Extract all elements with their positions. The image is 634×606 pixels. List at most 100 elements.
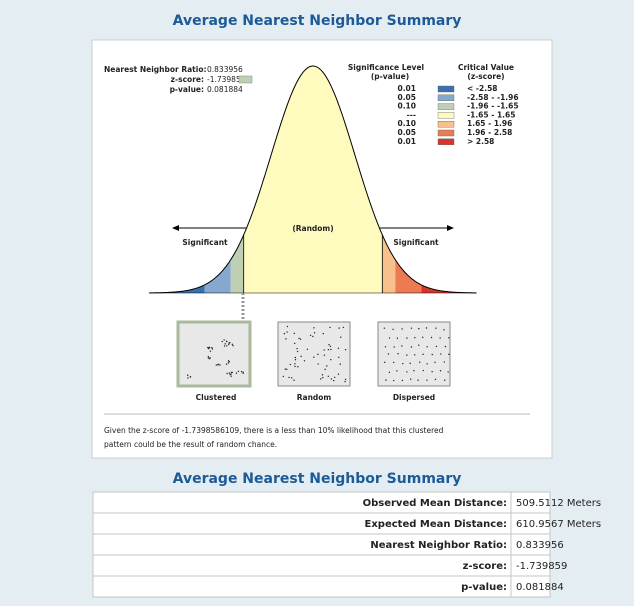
point	[414, 337, 415, 338]
point	[426, 379, 427, 380]
point	[393, 380, 394, 381]
point	[294, 333, 295, 334]
point	[295, 359, 296, 360]
legend-swatch	[438, 112, 454, 118]
point	[297, 366, 298, 367]
header-title: Average Nearest Neighbor Summary	[173, 13, 462, 29]
point	[294, 363, 295, 364]
point	[344, 381, 345, 382]
point	[313, 327, 314, 328]
point	[224, 345, 225, 346]
point	[402, 380, 403, 381]
point	[295, 357, 296, 358]
legend-z: > 2.58	[467, 137, 494, 146]
point	[389, 337, 390, 338]
point	[290, 364, 291, 365]
z-swatch	[239, 76, 252, 83]
summary-table: Observed Mean Distance:509.5112 MetersEx…	[93, 492, 601, 597]
point	[330, 359, 331, 360]
point	[216, 364, 217, 365]
point	[231, 372, 232, 373]
point	[343, 327, 344, 328]
legend-p: ---	[407, 110, 416, 119]
point	[298, 338, 299, 339]
point	[406, 354, 407, 355]
point	[283, 376, 284, 377]
table-title: Average Nearest Neighbor Summary	[173, 471, 462, 487]
point	[226, 341, 227, 342]
point	[410, 379, 411, 380]
point	[338, 357, 339, 358]
point	[436, 346, 437, 347]
point	[217, 364, 218, 365]
pattern-box	[278, 322, 350, 386]
point	[324, 369, 325, 370]
legend-z: -1.65 - 1.65	[467, 110, 515, 119]
point	[417, 380, 418, 381]
point	[294, 343, 295, 344]
point	[225, 343, 226, 344]
point	[208, 357, 209, 358]
point	[393, 346, 394, 347]
point	[434, 362, 435, 363]
point	[422, 337, 423, 338]
label-cell	[93, 555, 511, 576]
point	[222, 341, 223, 342]
point	[396, 370, 397, 371]
point	[284, 333, 285, 334]
point	[226, 363, 227, 364]
point	[385, 379, 386, 380]
point	[331, 378, 332, 379]
legend-swatch	[438, 130, 454, 136]
significant-left: Significant	[182, 238, 228, 247]
point	[345, 379, 346, 380]
point	[328, 344, 329, 345]
legend-z: -2.58 - -1.96	[467, 93, 519, 102]
point	[226, 373, 227, 374]
point	[329, 327, 330, 328]
point	[285, 368, 286, 369]
point	[208, 356, 209, 357]
point	[296, 348, 297, 349]
point	[314, 332, 315, 333]
point	[322, 377, 323, 378]
point	[444, 361, 445, 362]
point	[330, 346, 331, 347]
legend-header: Critical Value	[458, 63, 514, 72]
significant-right: Significant	[393, 238, 439, 247]
point	[307, 349, 308, 350]
point	[317, 354, 318, 355]
label-cell	[93, 576, 511, 597]
point	[326, 365, 327, 366]
point	[334, 377, 335, 378]
point	[445, 346, 446, 347]
point	[228, 362, 229, 363]
point	[401, 328, 402, 329]
legend-z: -1.96 - -1.65	[467, 102, 519, 111]
point	[317, 363, 318, 364]
point	[324, 355, 325, 356]
conclusion-line: Given the z-score of -1.7398586109, ther…	[104, 426, 444, 435]
point	[310, 335, 311, 336]
point	[435, 327, 436, 328]
point	[389, 372, 390, 373]
point	[418, 328, 419, 329]
point	[432, 354, 433, 355]
point	[297, 351, 298, 352]
point	[411, 346, 412, 347]
point	[426, 363, 427, 364]
point	[330, 349, 331, 350]
point	[285, 338, 286, 339]
legend-z: < -2.58	[467, 84, 498, 93]
point	[418, 344, 419, 345]
point	[338, 348, 339, 349]
legend-sub: (p-value)	[371, 72, 409, 81]
point	[223, 339, 224, 340]
random-label: (Random)	[292, 224, 333, 233]
point	[440, 370, 441, 371]
point	[397, 353, 398, 354]
point	[236, 373, 237, 374]
stat-value: 0.081884	[207, 85, 243, 94]
legend-p: 0.05	[397, 128, 416, 137]
point	[414, 354, 415, 355]
